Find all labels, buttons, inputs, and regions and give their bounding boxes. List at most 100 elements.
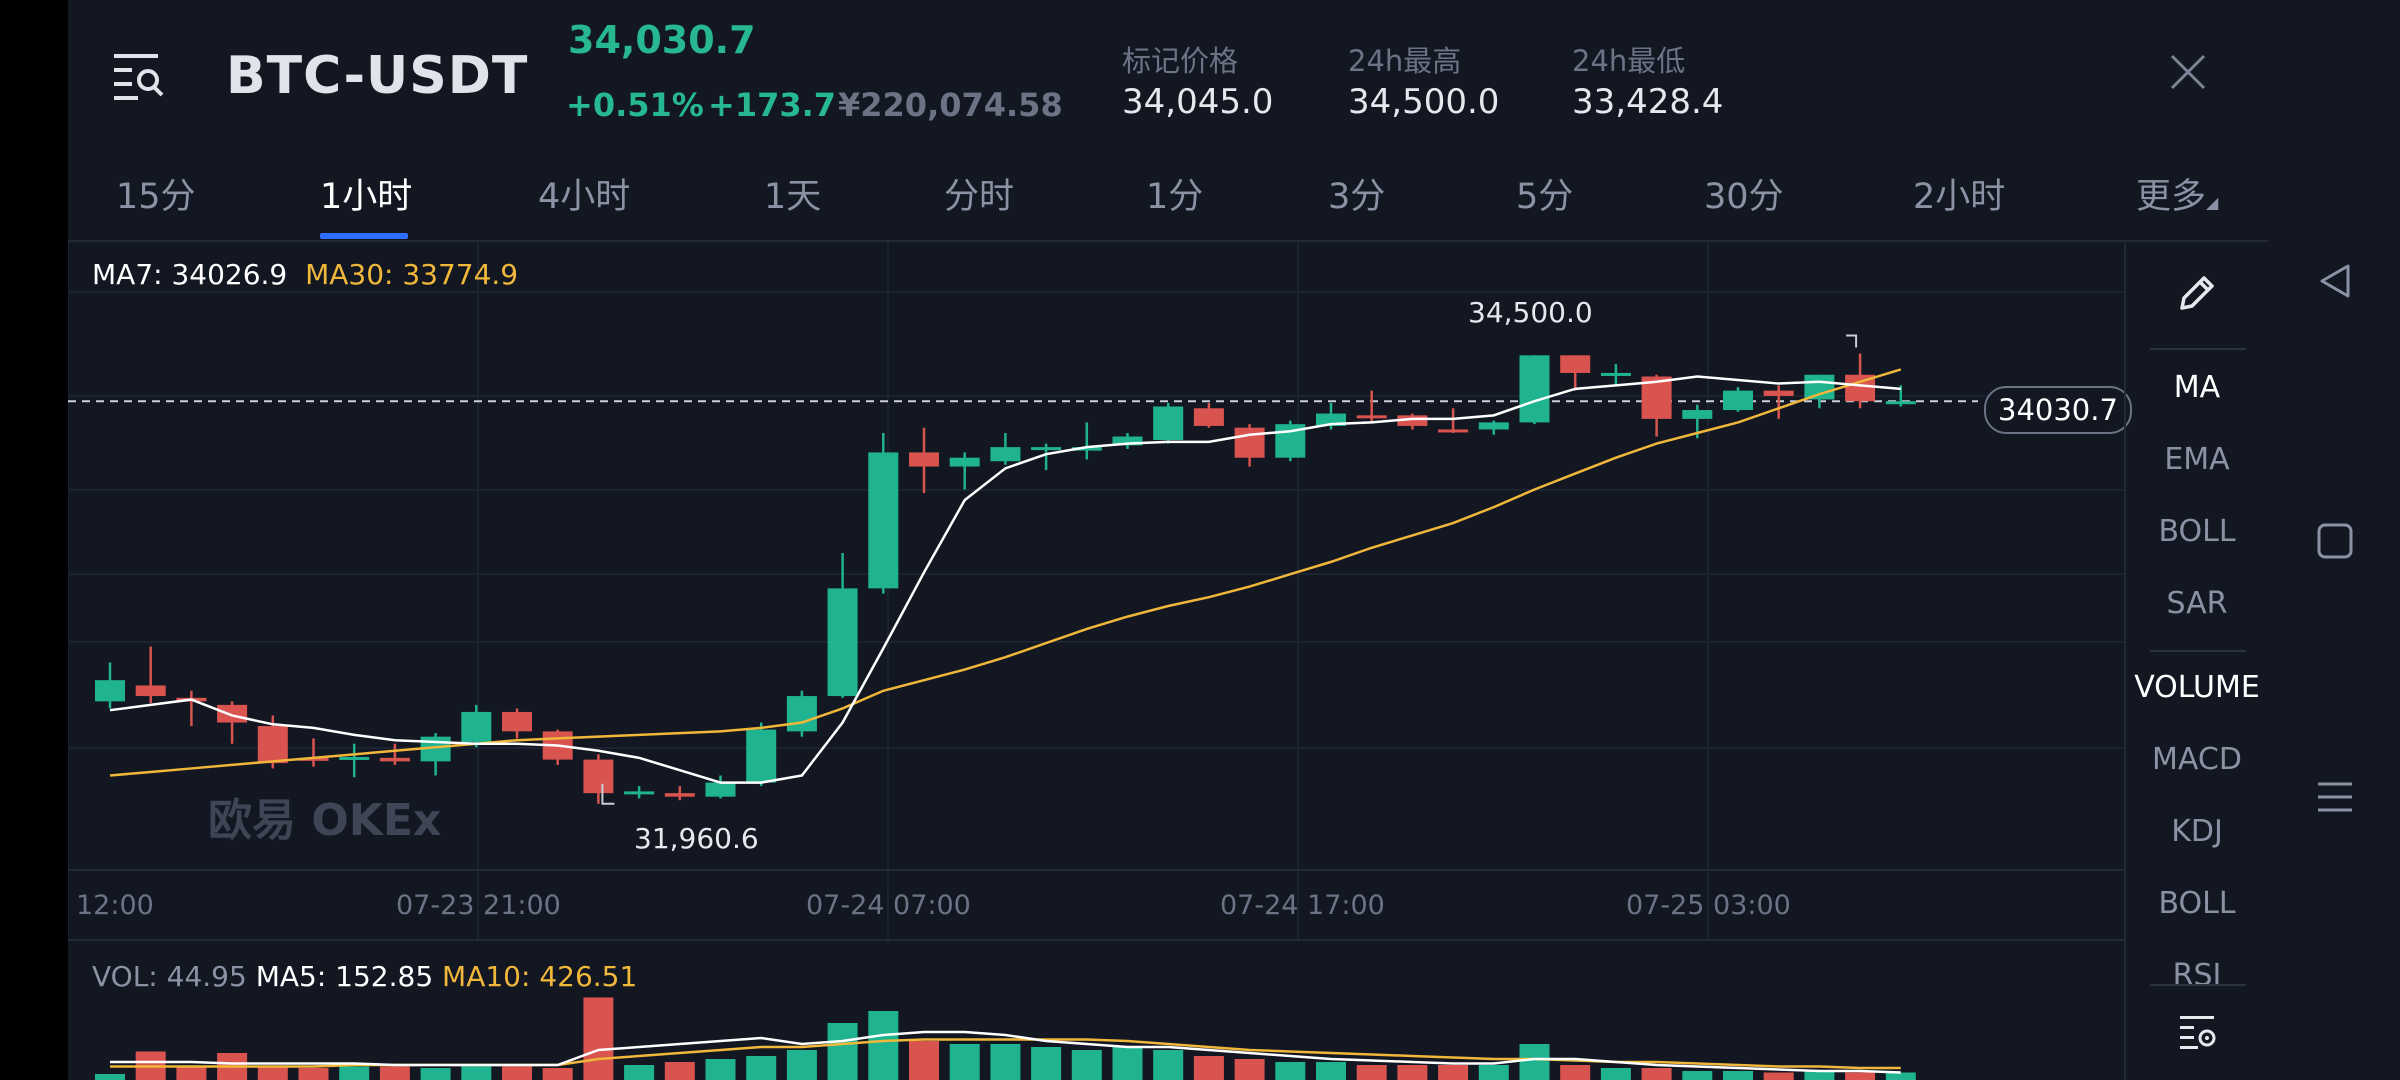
candle-body: [705, 782, 736, 797]
candle-body: [95, 680, 125, 702]
mark-price-label: 标记价格: [1122, 44, 1239, 78]
candle-body: [1397, 415, 1428, 426]
high-24h-label: 24h最高: [1348, 44, 1462, 78]
volume-bar: [1112, 1047, 1143, 1080]
home-icon[interactable]: [2316, 522, 2354, 560]
volume-bar: [1234, 1059, 1265, 1080]
side-panel-divider: [2124, 242, 2126, 1080]
tab-3m[interactable]: 3分: [1328, 177, 1386, 217]
volume-bar: [379, 1066, 410, 1080]
tab-more[interactable]: 更多◢: [2136, 168, 2218, 219]
candle-body: [1193, 408, 1224, 426]
candle-body: [868, 452, 899, 589]
indicator-ma[interactable]: MA: [2173, 370, 2221, 405]
volume-bar: [1071, 1050, 1102, 1080]
x-tick: 07-24 17:00: [1220, 890, 1385, 921]
volume-bar: [746, 1056, 777, 1080]
tabs-divider: [68, 240, 2268, 242]
trading-pair-title[interactable]: BTC-USDT: [226, 46, 529, 106]
volume-bar: [1478, 1065, 1509, 1080]
high-marker-line: [1846, 334, 1858, 348]
chart-area[interactable]: [68, 242, 2124, 1080]
candle-body: [502, 711, 532, 732]
side-separator: [2150, 650, 2246, 652]
tab-timeline[interactable]: 分时: [944, 177, 1015, 217]
volume-bar: [868, 1011, 899, 1080]
volume-bar: [1885, 1072, 1916, 1080]
high-marker-label: 34,500.0: [1468, 296, 1593, 329]
volume-bar: [176, 1066, 207, 1080]
low-24h-value: 33,428.4: [1572, 82, 1724, 122]
candle-body: [1153, 406, 1184, 441]
volume-bar: [827, 1023, 858, 1080]
indicator-macd[interactable]: MACD: [2152, 742, 2242, 777]
last-price: 34,030.7: [568, 18, 756, 62]
chart-screen: BTC-USDT 34,030.7 +0.51% +173.7 ¥220,074…: [68, 0, 2268, 1080]
tab-30m[interactable]: 30分: [1704, 177, 1784, 217]
recents-menu-icon[interactable]: [2316, 778, 2354, 816]
candle-body: [583, 759, 614, 794]
volume-bar: [542, 1068, 573, 1080]
tab-more-label: 更多: [2136, 177, 2207, 217]
indicator-ema[interactable]: EMA: [2164, 442, 2230, 477]
volume-bar: [1763, 1072, 1794, 1080]
volume-bar: [1275, 1062, 1306, 1080]
candle-body: [257, 726, 288, 764]
volume-bar: [705, 1059, 736, 1080]
tab-2h[interactable]: 2小时: [1913, 177, 2006, 217]
indicator-rsi[interactable]: RSI: [2172, 958, 2222, 984]
tab-1d[interactable]: 1天: [764, 177, 822, 217]
side-separator: [2150, 348, 2246, 350]
back-icon[interactable]: [2316, 262, 2354, 300]
candle-body: [624, 791, 655, 795]
candle-body: [1804, 374, 1835, 400]
volume-bar: [949, 1044, 980, 1080]
candle-body: [461, 711, 492, 742]
change-percent: +0.51%: [566, 86, 704, 124]
candle-body: [786, 696, 817, 732]
low-marker-label: 31,960.6: [634, 822, 759, 855]
vol-value: VOL: 44.95: [92, 960, 247, 993]
volume-bar: [1356, 1065, 1387, 1080]
candlestick-chart[interactable]: [68, 242, 2124, 1080]
candle-body: [746, 729, 777, 783]
volume-bar: [583, 997, 614, 1080]
indicator-panel: MA EMA BOLL SAR VOLUME MACD KDJ BOLL RSI: [2126, 242, 2268, 1080]
close-icon[interactable]: [2168, 52, 2208, 92]
interval-tabs: 15分 1小时 4小时 1天 分时 1分 3分 5分 30分 2小时 更多◢: [68, 160, 2268, 240]
menu-search-icon[interactable]: [112, 50, 166, 102]
candle-body: [1519, 355, 1550, 423]
candle-body: [1031, 447, 1062, 451]
candle-body: [1438, 429, 1469, 433]
tab-4h[interactable]: 4小时: [538, 177, 631, 217]
candle-body: [1600, 372, 1631, 376]
tab-5m[interactable]: 5分: [1516, 177, 1574, 217]
indicator-boll-main[interactable]: BOLL: [2158, 514, 2236, 549]
candle-body: [1560, 355, 1591, 373]
volume-bar: [1193, 1056, 1224, 1080]
low-24h-label: 24h最低: [1572, 44, 1686, 78]
indicator-volume[interactable]: VOLUME: [2134, 670, 2260, 705]
cny-price: ¥220,074.58: [838, 86, 1063, 124]
volume-bar: [786, 1050, 817, 1080]
ma7-value: MA7: 34026.9: [92, 258, 288, 291]
tab-15m[interactable]: 15分: [116, 177, 196, 217]
candle-body: [1356, 415, 1387, 419]
volume-bar: [1560, 1065, 1591, 1080]
tab-1m[interactable]: 1分: [1146, 177, 1204, 217]
candle-body: [1112, 436, 1143, 446]
volume-bar: [298, 1068, 329, 1080]
change-amount: +173.7: [708, 86, 837, 124]
indicator-boll-sub[interactable]: BOLL: [2158, 886, 2236, 921]
volume-bar: [1804, 1071, 1835, 1080]
indicator-sar[interactable]: SAR: [2166, 586, 2228, 621]
indicator-kdj[interactable]: KDJ: [2171, 814, 2223, 849]
tab-1h[interactable]: 1小时: [320, 177, 413, 217]
candle-body: [1763, 390, 1794, 396]
pencil-icon[interactable]: [2176, 272, 2218, 318]
x-tick: 07-25 03:00: [1626, 890, 1791, 921]
indicator-settings-icon[interactable]: [2178, 1012, 2218, 1056]
vol-ma5-line: [110, 1030, 1901, 1074]
candle-body: [379, 757, 410, 762]
ma30-line: [109, 368, 1902, 777]
